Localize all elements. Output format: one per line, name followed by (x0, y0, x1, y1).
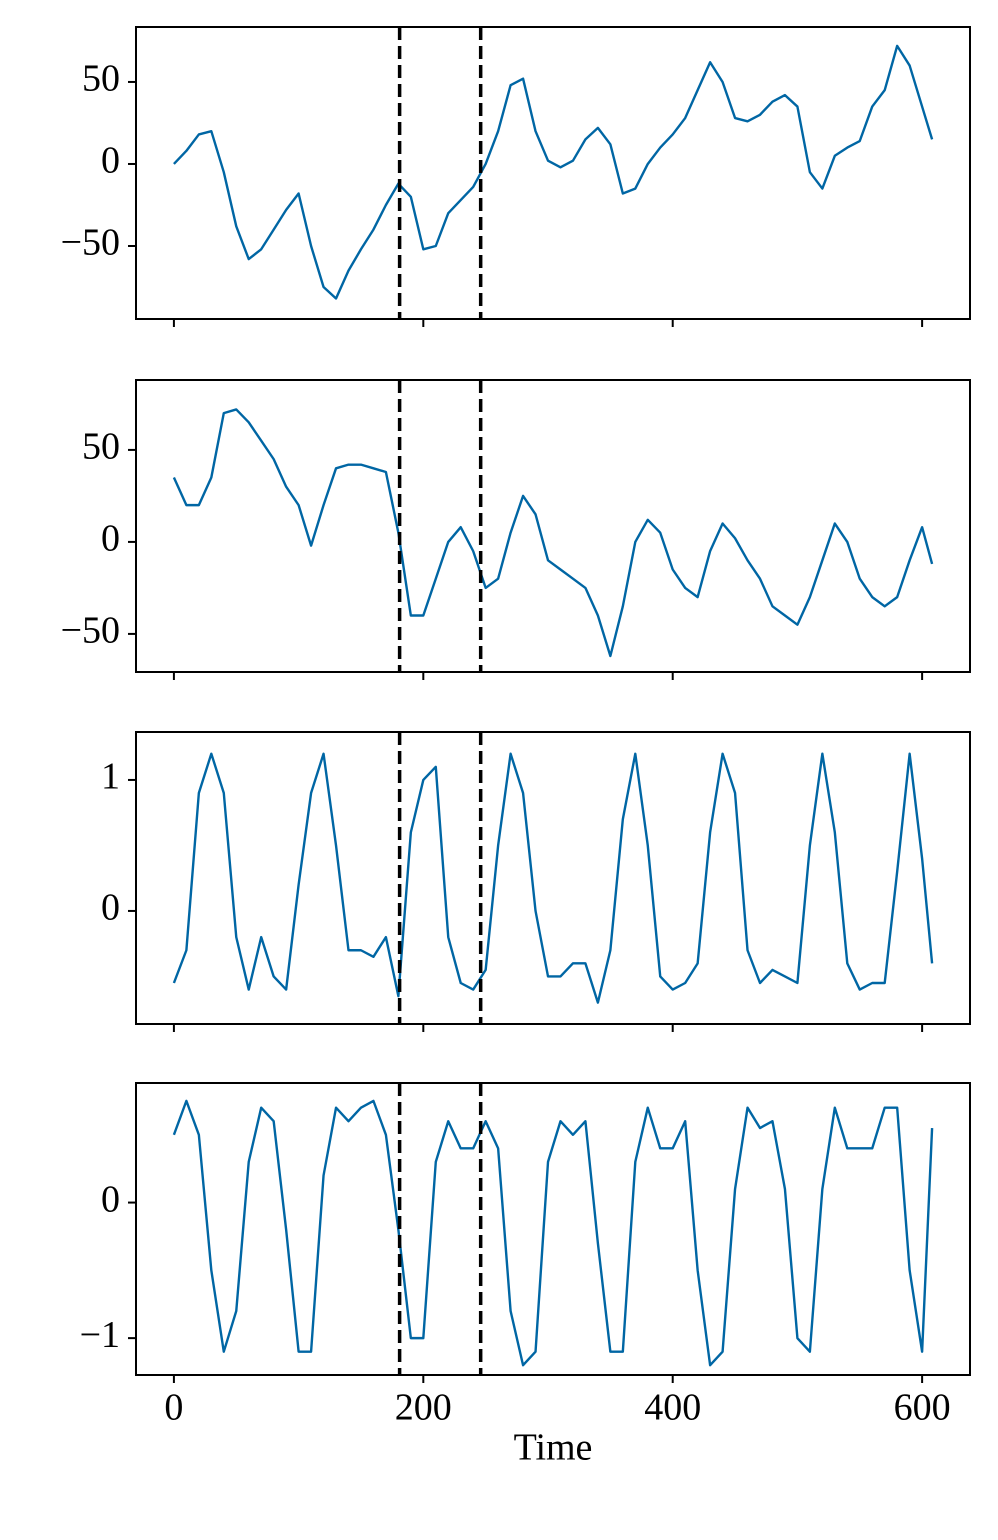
y-tick-label: 0 (101, 1178, 120, 1220)
y-tick-label: 0 (101, 140, 120, 182)
data-line (172, 1099, 934, 1367)
x-tick-label: 400 (644, 1387, 701, 1429)
y-tick-label: 0 (101, 887, 120, 929)
x-tick-label: 0 (164, 1387, 183, 1429)
x-axis-label: Time (514, 1427, 593, 1469)
data-line (173, 44, 934, 300)
y-tick-label: −1 (80, 1314, 120, 1356)
x-tick-label: 600 (894, 1387, 951, 1429)
axes-frame (135, 731, 971, 1025)
x-tick-label: 200 (395, 1387, 452, 1429)
y-tick-label: 50 (82, 426, 120, 468)
data-line (172, 752, 934, 1004)
y-tick-label: −50 (61, 610, 120, 652)
y-tick-label: 0 (101, 518, 120, 560)
y-tick-label: 1 (101, 756, 120, 798)
y-tick-label: 50 (82, 58, 120, 100)
axes-frame (135, 1082, 971, 1376)
axes-frame (135, 26, 971, 320)
y-tick-label: −50 (61, 222, 120, 264)
data-line (172, 408, 934, 658)
axes-frame (135, 379, 971, 673)
